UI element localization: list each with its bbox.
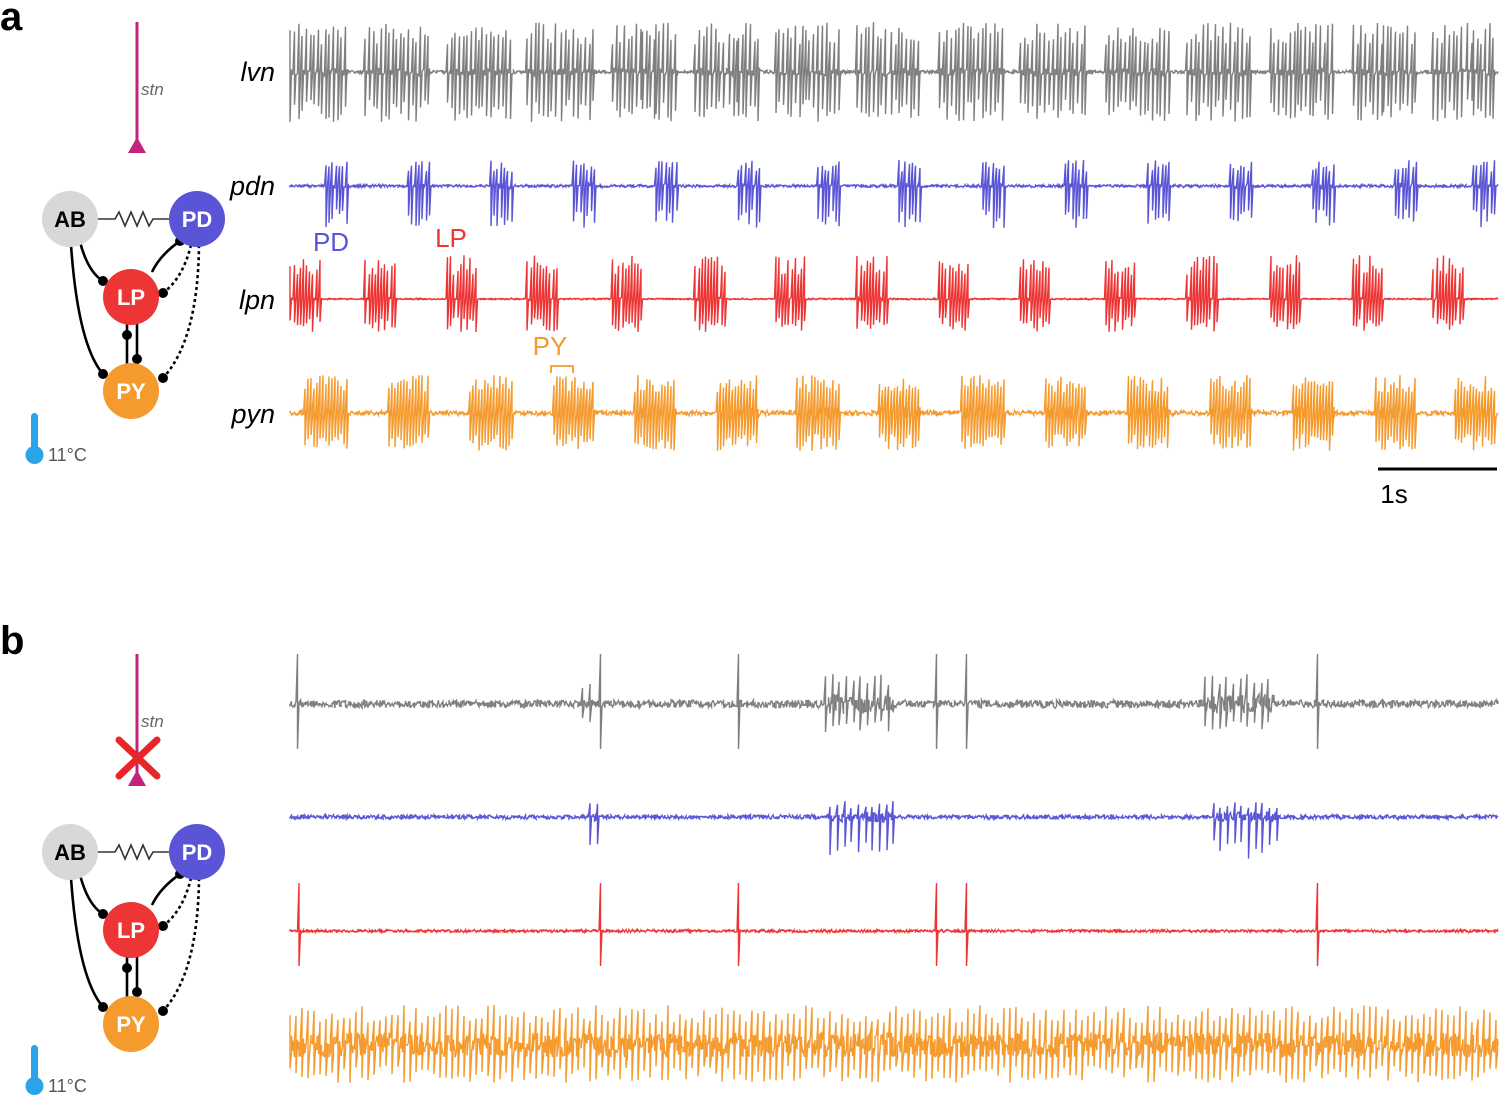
trace-pdn-b: [289, 801, 1499, 859]
node-lp-b: LP: [103, 902, 159, 958]
synapse-end-lp-py-a: [132, 354, 142, 364]
burst-bracket-py: [550, 365, 574, 373]
node-ab-b: AB: [42, 824, 98, 880]
node-pd-b: PD: [169, 824, 225, 880]
burst-label-pd: PD: [313, 227, 349, 257]
stn-arrowhead-a: [128, 137, 146, 153]
synapse-end-py-lp-a: [122, 330, 132, 340]
panel-b: b stn: [0, 619, 1499, 1096]
node-py-a: PY: [103, 363, 159, 419]
trace-name-pyn: pyn: [230, 399, 275, 429]
synapse-end-lp-py-b: [132, 987, 142, 997]
synapse-end-pd-lp-b: [158, 921, 168, 931]
synapse-pd-py-dotted-a: [162, 244, 201, 379]
electrical-synapse-ab-pd-a: [97, 209, 170, 229]
scale-bar-label: 1s: [1380, 479, 1407, 509]
synapse-end-ab-lp-a: [98, 276, 108, 286]
stn-label-b: stn: [141, 712, 164, 731]
synapse-end-ab-lp-b: [98, 909, 108, 919]
stn-axon-a: stn: [128, 22, 164, 153]
synapse-ab-lp-b: [78, 874, 104, 916]
node-py-b: PY: [103, 996, 159, 1052]
synapse-ab-lp-a: [78, 241, 104, 283]
temperature-label-a: 11°C: [48, 445, 87, 465]
burst-label-lp: LP: [435, 223, 467, 253]
panel-letter-b: b: [0, 619, 24, 663]
trace-name-lpn: lpn: [239, 285, 275, 315]
node-label-py-a: PY: [116, 379, 146, 404]
synapse-end-ab-py-a: [98, 369, 108, 379]
trace-lvn-a: [289, 22, 1499, 122]
node-label-lp-b: LP: [117, 918, 145, 943]
synapse-end-pd-py-a: [158, 373, 168, 383]
circuit-diagram-b: AB PD LP PY: [42, 824, 225, 1052]
node-label-pd-a: PD: [182, 207, 213, 232]
node-ab-a: AB: [42, 191, 98, 247]
synapse-lp-pd-b: [150, 872, 181, 906]
synapse-pd-lp-dotted-b: [162, 877, 193, 928]
electrical-synapse-ab-pd-b: [97, 842, 170, 862]
trace-lpn-b: [289, 882, 1499, 967]
trace-pyn-b: [289, 1004, 1499, 1083]
trace-lpn-a: [289, 255, 1499, 333]
circuit-diagram-a: AB PD LP PY: [42, 191, 225, 419]
stn-arrowhead-b: [128, 770, 146, 786]
trace-lvn-b: [289, 653, 1499, 750]
node-label-ab-a: AB: [54, 207, 86, 232]
panel-letter-a: a: [0, 0, 23, 39]
burst-label-py: PY: [533, 331, 568, 361]
synapse-end-ab-py-b: [98, 1002, 108, 1012]
synapse-ab-py-a: [69, 244, 104, 375]
node-label-pd-b: PD: [182, 840, 213, 865]
synapse-end-pd-py-b: [158, 1006, 168, 1016]
synapse-ab-py-b: [69, 877, 104, 1008]
trace-pdn-a: [289, 159, 1499, 229]
node-label-ab-b: AB: [54, 840, 86, 865]
stn-axon-b: stn: [115, 654, 164, 786]
synapse-lp-pd-a: [150, 239, 181, 273]
synapse-pd-lp-dotted-a: [162, 244, 193, 295]
trace-name-lvn: lvn: [240, 57, 275, 87]
thermometer-icon-a: [25, 413, 44, 464]
stn-label-a: stn: [141, 80, 164, 99]
synapse-end-py-lp-b: [122, 963, 132, 973]
trace-pyn-a: [289, 375, 1499, 452]
synapse-pd-py-dotted-b: [162, 877, 201, 1012]
node-pd-a: PD: [169, 191, 225, 247]
node-label-py-b: PY: [116, 1012, 146, 1037]
trace-name-pdn: pdn: [229, 171, 275, 201]
panel-a: a stn: [0, 0, 1499, 509]
node-lp-a: LP: [103, 269, 159, 325]
synapse-end-pd-lp-a: [158, 288, 168, 298]
cut-icon: [115, 736, 161, 780]
thermometer-icon-b: [25, 1045, 44, 1095]
node-label-lp-a: LP: [117, 285, 145, 310]
temperature-label-b: 11°C: [48, 1076, 87, 1096]
